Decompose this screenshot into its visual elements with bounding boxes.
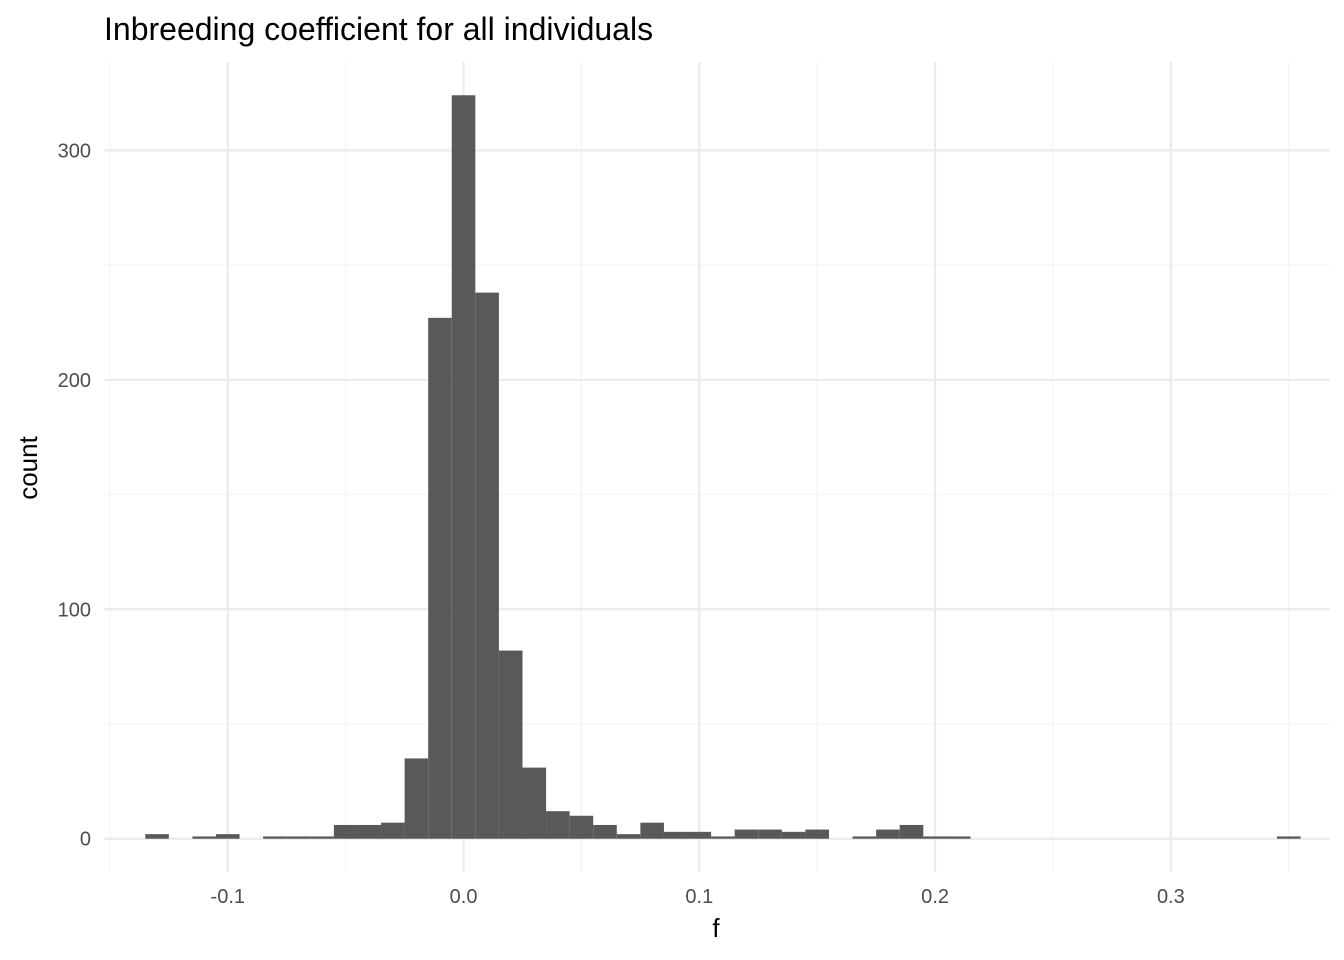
x-tick-label: 0.3 xyxy=(1157,886,1185,908)
histogram-bar xyxy=(192,836,216,839)
x-axis-tick-labels: -0.1 0.0 0.1 0.2 0.3 xyxy=(211,886,1185,908)
x-tick-label: -0.1 xyxy=(211,886,245,908)
chart-title: Inbreeding coefficient for all individua… xyxy=(104,11,653,47)
x-axis-title: f xyxy=(712,913,720,943)
histogram-bar xyxy=(805,829,829,839)
histogram-bar xyxy=(475,292,499,839)
histogram-bar xyxy=(734,829,759,839)
histogram-bar xyxy=(663,831,688,839)
histogram-bars xyxy=(145,95,1301,839)
histogram-bar xyxy=(899,824,924,839)
histogram-bar xyxy=(758,829,782,839)
y-axis-tick-labels: 0 100 200 300 xyxy=(58,140,91,850)
histogram-bar xyxy=(616,834,641,839)
histogram-bar xyxy=(569,815,594,839)
y-tick-label: 300 xyxy=(58,140,91,162)
histogram-bar xyxy=(522,767,547,839)
x-tick-label: 0.0 xyxy=(450,886,478,908)
histogram-bar xyxy=(215,834,240,839)
histogram-bar xyxy=(451,95,476,839)
histogram-bar xyxy=(781,831,806,839)
histogram-bar xyxy=(640,822,664,839)
histogram-bar xyxy=(852,836,877,839)
histogram-bar xyxy=(876,829,900,839)
histogram-bar xyxy=(923,836,947,839)
histogram-bar xyxy=(428,317,452,839)
x-tick-label: 0.1 xyxy=(685,886,713,908)
histogram-bar xyxy=(286,836,311,839)
histogram-bar xyxy=(498,650,523,839)
major-gridlines xyxy=(104,62,1330,872)
histogram-bar xyxy=(687,831,712,839)
histogram-bar xyxy=(1276,836,1301,839)
histogram-bar xyxy=(593,824,617,839)
histogram-bar xyxy=(404,758,429,839)
histogram-bar xyxy=(310,836,334,839)
histogram-bar xyxy=(145,834,169,839)
histogram-bar xyxy=(711,836,735,839)
y-tick-label: 100 xyxy=(58,599,91,621)
y-axis-title: count xyxy=(13,435,43,499)
histogram-bar xyxy=(946,836,971,839)
histogram-bar xyxy=(381,822,405,839)
histogram-bar xyxy=(546,811,570,839)
histogram-bar xyxy=(357,824,382,839)
y-tick-label: 0 xyxy=(80,829,91,851)
histogram-bar xyxy=(263,836,287,839)
minor-gridlines xyxy=(104,62,1330,872)
x-tick-label: 0.2 xyxy=(921,886,949,908)
histogram-bar xyxy=(333,824,358,839)
y-tick-label: 200 xyxy=(58,370,91,392)
